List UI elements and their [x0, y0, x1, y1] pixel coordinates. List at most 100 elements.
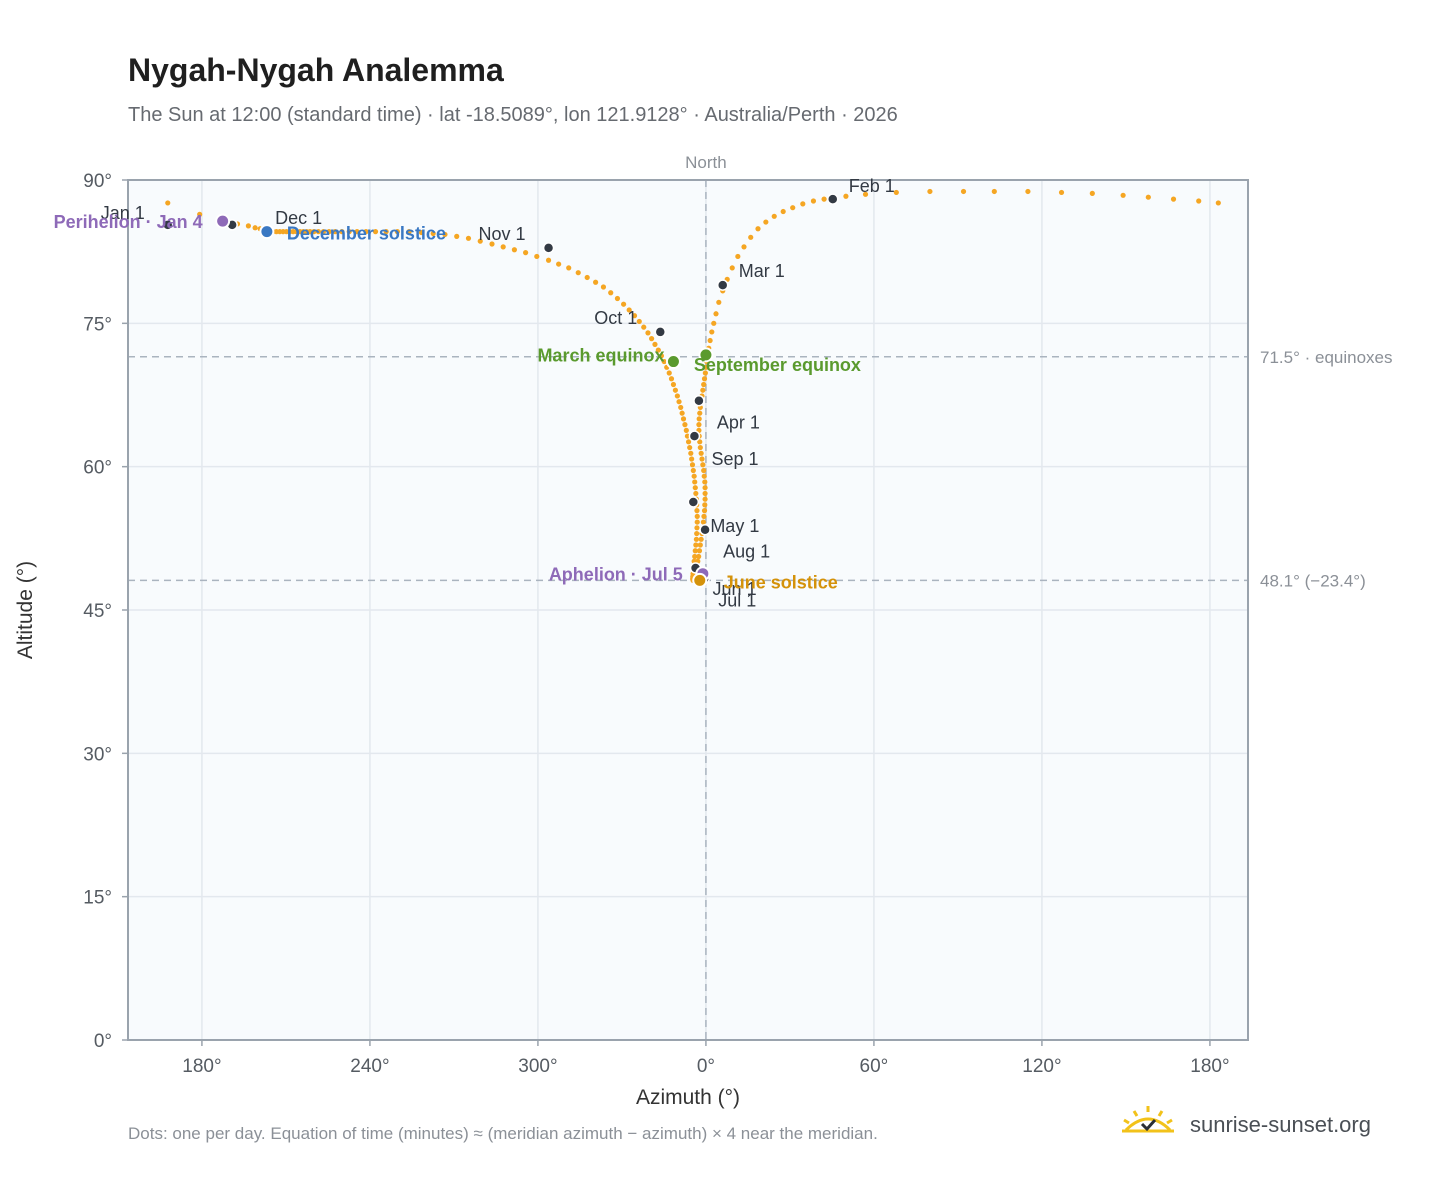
- daily-dot: [1215, 200, 1221, 206]
- daily-dot: [645, 330, 651, 336]
- event-label: December solstice: [287, 224, 446, 244]
- daily-dot: [780, 208, 786, 215]
- y-tick-label: 0°: [94, 1031, 112, 1052]
- plot-area: North 71.5° · equinoxes 48.1° (−23.4°) 180°…: [14, 153, 1393, 1109]
- daily-dot: [332, 229, 338, 235]
- sun-check-icon: [1122, 1106, 1174, 1133]
- daily-dot: [688, 450, 694, 456]
- daily-dot: [1145, 194, 1151, 200]
- y-tick-label: 75°: [83, 314, 112, 335]
- x-tick-label: 240°: [350, 1056, 389, 1077]
- daily-dot: [694, 508, 700, 514]
- daily-dot: [621, 301, 627, 307]
- brand-logo[interactable]: sunrise-sunset.org: [1120, 1102, 1420, 1146]
- daily-dot: [716, 299, 722, 305]
- daily-dot: [652, 341, 658, 347]
- daily-dot: [197, 211, 203, 217]
- month-label: Nov 1: [479, 224, 526, 244]
- daily-dot: [672, 387, 679, 393]
- y-tick-label: 60°: [83, 458, 112, 479]
- daily-dot: [707, 337, 713, 344]
- daily-dot: [666, 370, 672, 376]
- daily-dot: [790, 205, 796, 211]
- y-tick-label: 45°: [83, 601, 112, 622]
- daily-dot: [699, 456, 705, 462]
- daily-dot: [339, 229, 345, 235]
- daily-dot: [729, 265, 735, 271]
- daily-dot: [697, 444, 703, 451]
- brand-name: sunrise-sunset.org: [1190, 1112, 1371, 1137]
- daily-dot: [696, 548, 703, 554]
- daily-dot: [696, 422, 702, 428]
- daily-dot: [702, 485, 708, 491]
- daily-dot: [320, 229, 327, 235]
- month-marker: [827, 193, 839, 205]
- daily-dot: [800, 201, 806, 207]
- event-label: June solstice: [724, 572, 838, 592]
- daily-dot: [545, 257, 552, 263]
- daily-dot: [511, 247, 517, 253]
- daily-dot: [1058, 189, 1065, 196]
- daily-dot: [684, 433, 691, 439]
- month-marker: [542, 242, 555, 254]
- daily-dot: [245, 223, 251, 229]
- daily-dot: [700, 519, 707, 525]
- daily-dot: [702, 502, 708, 508]
- x-tick-label: 120°: [1022, 1056, 1061, 1077]
- event-marker: [698, 347, 714, 363]
- y-axis-label: Altitude (°): [14, 561, 37, 659]
- daily-dot: [735, 253, 741, 260]
- daily-dot: [711, 320, 717, 326]
- x-tick-label: 180°: [182, 1056, 221, 1077]
- daily-dot: [383, 229, 389, 235]
- daily-dot: [354, 229, 360, 235]
- daily-dot: [694, 513, 700, 519]
- daily-dot: [709, 329, 715, 335]
- daily-dot: [713, 311, 719, 317]
- month-label: Jan 1: [101, 203, 145, 223]
- daily-dot: [418, 229, 425, 236]
- daily-dot: [489, 241, 495, 247]
- daily-dot: [631, 313, 638, 319]
- event-label: Aphelion · Jul 5: [549, 565, 683, 585]
- daily-dot: [1120, 192, 1126, 198]
- month-label: Mar 1: [739, 261, 785, 281]
- month-marker: [693, 394, 705, 407]
- month-marker: [687, 496, 700, 508]
- daily-dot: [702, 479, 708, 485]
- daily-dot: [741, 244, 747, 250]
- daily-dot: [566, 265, 572, 271]
- daily-dot: [693, 542, 699, 548]
- daily-dot: [626, 307, 632, 313]
- daily-dot: [679, 410, 685, 416]
- daily-dot: [700, 387, 706, 393]
- daily-dot: [748, 234, 754, 240]
- x-tick-label: 300°: [518, 1056, 557, 1077]
- daily-dot: [523, 250, 529, 256]
- daily-dot: [691, 473, 697, 479]
- reference-line-label: 71.5° · equinoxes: [1260, 348, 1393, 367]
- daily-dot: [689, 456, 695, 462]
- month-label: Oct 1: [594, 308, 637, 328]
- daily-dot: [311, 229, 317, 235]
- daily-dot: [692, 553, 698, 560]
- daily-dot: [593, 279, 599, 285]
- daily-dot: [649, 336, 655, 342]
- month-label: Apr 1: [717, 413, 760, 433]
- daily-dot: [454, 233, 460, 239]
- daily-dot: [702, 370, 708, 376]
- daily-dot: [678, 404, 684, 411]
- month-label: Jun 1: [713, 579, 757, 599]
- x-axis-label: Azimuth (°): [636, 1086, 740, 1109]
- daily-dot: [771, 213, 777, 219]
- month-label: Aug 1: [723, 542, 770, 562]
- daily-dot: [701, 381, 707, 388]
- daily-dot: [668, 376, 675, 382]
- month-marker: [688, 430, 701, 442]
- x-tick-label: 180°: [1190, 1056, 1229, 1077]
- daily-dot: [326, 229, 332, 235]
- daily-dot: [655, 347, 661, 353]
- daily-dot: [680, 416, 687, 422]
- x-tick-label: 0°: [697, 1056, 715, 1077]
